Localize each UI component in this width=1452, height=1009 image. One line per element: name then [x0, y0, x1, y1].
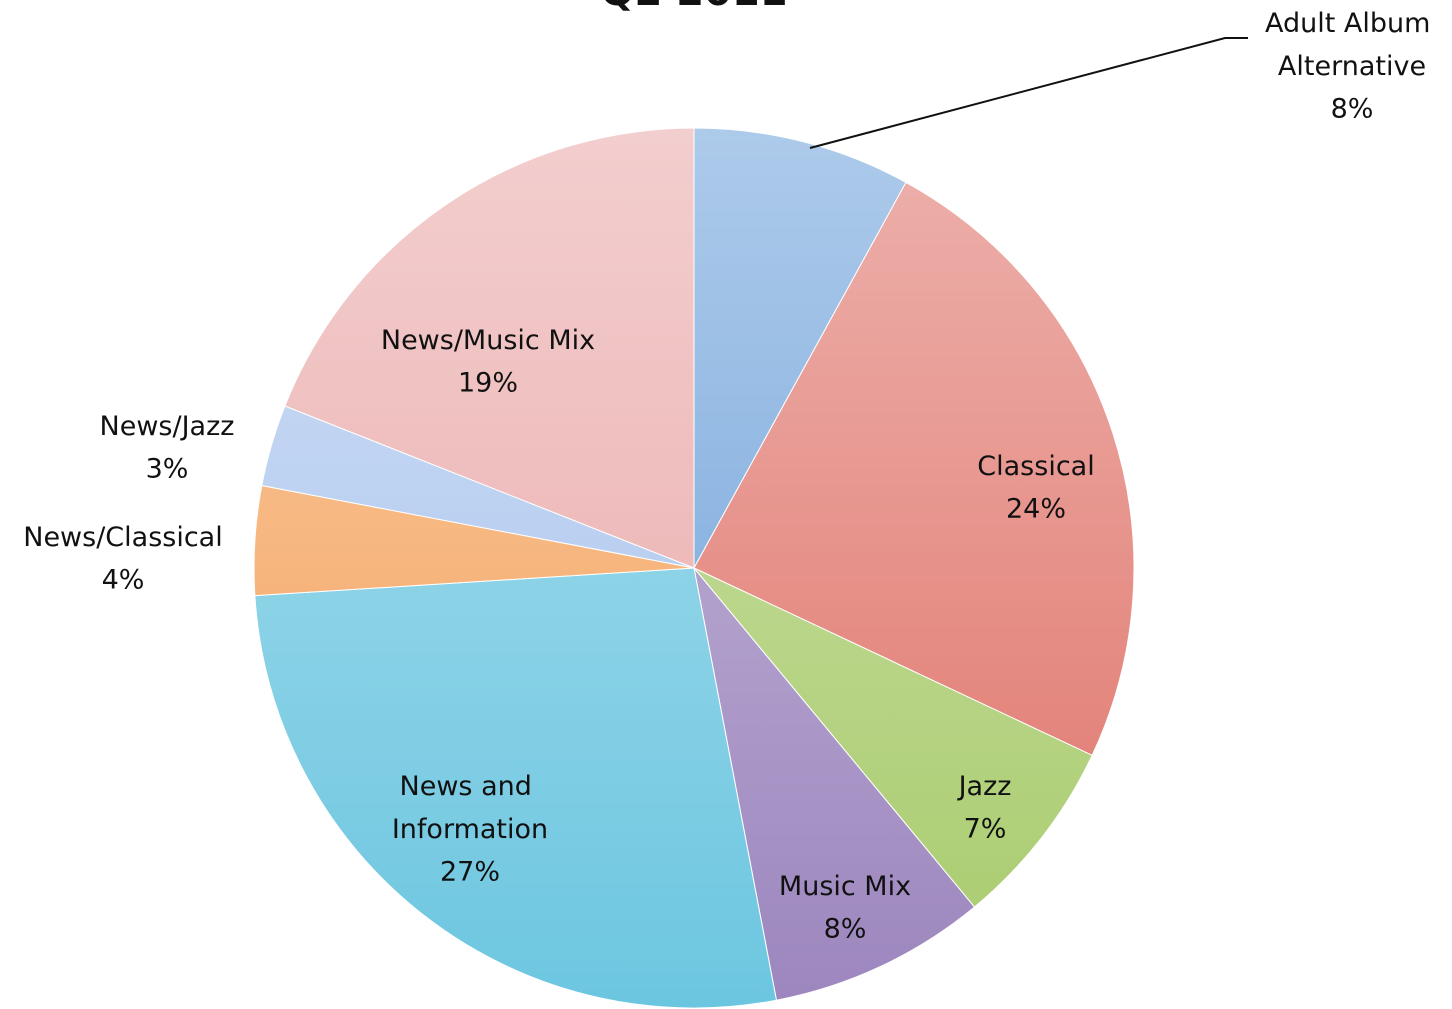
pie-slice: [693, 181, 1135, 757]
slice-value-label: 7%: [964, 814, 1007, 845]
leader-line: [809, 37, 1248, 149]
slice-value-label: 24%: [1006, 494, 1066, 525]
slice-label: News/Music Mix: [381, 325, 595, 356]
slice-label: Adult Album Alternative: [1265, 8, 1439, 82]
chart-title: Q2 2011: [600, 0, 787, 15]
slice-label: Jazz: [957, 771, 1012, 802]
slice-label: News and Information: [392, 771, 548, 845]
slice-value-label: 19%: [458, 368, 518, 399]
slice-value-label: 8%: [1331, 94, 1374, 125]
slice-value-label: 8%: [824, 914, 867, 945]
pie-slice: [693, 127, 907, 569]
slice-value-label: 4%: [102, 565, 145, 596]
pie-slice: [254, 567, 778, 1009]
pie-slice: [693, 567, 976, 1001]
slice-label: News/Jazz: [100, 411, 235, 442]
pie-slice: [693, 567, 1093, 908]
slice-label: Classical: [977, 451, 1094, 482]
slice-label: News/Classical: [23, 522, 222, 553]
slice-label: Music Mix: [779, 871, 911, 902]
slice-value-label: 3%: [146, 454, 189, 485]
pie-slice: [284, 127, 695, 569]
slice-value-label: 27%: [440, 857, 500, 888]
